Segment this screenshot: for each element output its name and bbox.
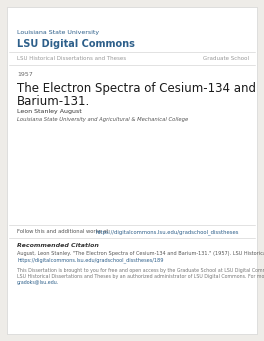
FancyBboxPatch shape (7, 7, 257, 334)
Text: The Electron Spectra of Cesium-134 and: The Electron Spectra of Cesium-134 and (17, 82, 256, 95)
Text: August, Leon Stanley. "The Electron Spectra of Cesium-134 and Barium-131." (1957: August, Leon Stanley. "The Electron Spec… (17, 251, 264, 256)
Text: 1957: 1957 (17, 72, 33, 77)
Text: https://digitalcommons.lsu.edu/gradschool_disstheses: https://digitalcommons.lsu.edu/gradschoo… (95, 229, 238, 235)
Text: Leon Stanley August: Leon Stanley August (17, 109, 82, 114)
Text: This Dissertation is brought to you for free and open access by the Graduate Sch: This Dissertation is brought to you for … (17, 268, 264, 273)
Text: https://digitalcommons.lsu.edu/gradschool_disstheses/189: https://digitalcommons.lsu.edu/gradschoo… (17, 257, 163, 263)
Text: Louisiana State University: Louisiana State University (17, 30, 99, 35)
Text: LSU Historical Dissertations and Theses by an authorized administrator of LSU Di: LSU Historical Dissertations and Theses … (17, 274, 264, 279)
Text: Barium-131.: Barium-131. (17, 95, 90, 108)
Text: LSU Historical Dissertations and Theses: LSU Historical Dissertations and Theses (17, 56, 126, 61)
Text: gradoks@lsu.edu.: gradoks@lsu.edu. (17, 280, 59, 285)
Text: LSU Digital Commons: LSU Digital Commons (17, 39, 135, 49)
Text: Graduate School: Graduate School (203, 56, 249, 61)
Text: Follow this and additional works at:: Follow this and additional works at: (17, 229, 112, 234)
Text: Louisiana State University and Agricultural & Mechanical College: Louisiana State University and Agricultu… (17, 117, 188, 122)
Text: Recommended Citation: Recommended Citation (17, 243, 99, 248)
